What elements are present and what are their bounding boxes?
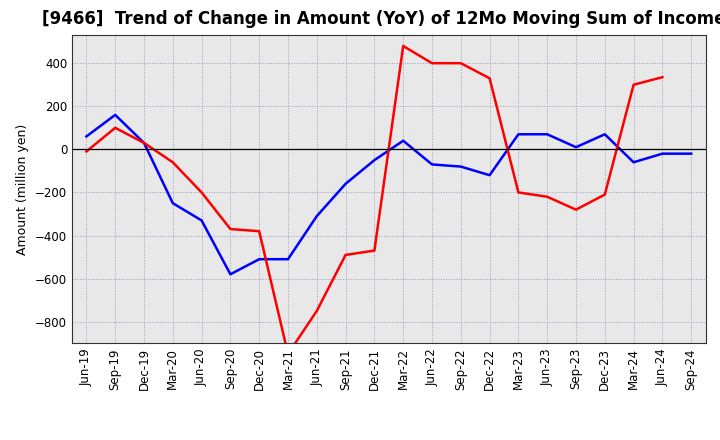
Net Income bbox=[140, 140, 148, 146]
Ordinary Income bbox=[111, 112, 120, 117]
Line: Ordinary Income: Ordinary Income bbox=[86, 115, 691, 274]
Net Income bbox=[82, 149, 91, 154]
Ordinary Income bbox=[197, 218, 206, 223]
Ordinary Income bbox=[370, 158, 379, 163]
Net Income bbox=[312, 308, 321, 314]
Ordinary Income bbox=[658, 151, 667, 156]
Ordinary Income bbox=[600, 132, 609, 137]
Net Income bbox=[226, 227, 235, 232]
Ordinary Income bbox=[226, 271, 235, 277]
Net Income bbox=[284, 351, 292, 356]
Ordinary Income bbox=[255, 257, 264, 262]
Ordinary Income bbox=[168, 201, 177, 206]
Net Income bbox=[111, 125, 120, 130]
Ordinary Income bbox=[485, 172, 494, 178]
Net Income bbox=[514, 190, 523, 195]
Net Income bbox=[456, 61, 465, 66]
Title: [9466]  Trend of Change in Amount (YoY) of 12Mo Moving Sum of Incomes: [9466] Trend of Change in Amount (YoY) o… bbox=[42, 10, 720, 28]
Ordinary Income bbox=[687, 151, 696, 156]
Net Income bbox=[428, 61, 436, 66]
Ordinary Income bbox=[140, 140, 148, 146]
Net Income bbox=[197, 190, 206, 195]
Net Income bbox=[600, 192, 609, 197]
Ordinary Income bbox=[514, 132, 523, 137]
Net Income bbox=[572, 207, 580, 213]
Net Income bbox=[485, 76, 494, 81]
Ordinary Income bbox=[629, 160, 638, 165]
Ordinary Income bbox=[312, 213, 321, 219]
Net Income bbox=[658, 74, 667, 80]
Ordinary Income bbox=[572, 145, 580, 150]
Net Income bbox=[370, 248, 379, 253]
Ordinary Income bbox=[456, 164, 465, 169]
Net Income bbox=[543, 194, 552, 199]
Net Income bbox=[341, 252, 350, 257]
Net Income bbox=[255, 228, 264, 234]
Net Income bbox=[168, 160, 177, 165]
Ordinary Income bbox=[543, 132, 552, 137]
Y-axis label: Amount (million yen): Amount (million yen) bbox=[17, 124, 30, 255]
Ordinary Income bbox=[399, 138, 408, 143]
Ordinary Income bbox=[428, 162, 436, 167]
Ordinary Income bbox=[341, 181, 350, 187]
Ordinary Income bbox=[284, 257, 292, 262]
Net Income bbox=[629, 82, 638, 88]
Ordinary Income bbox=[82, 134, 91, 139]
Line: Net Income: Net Income bbox=[86, 46, 662, 354]
Net Income bbox=[399, 43, 408, 48]
